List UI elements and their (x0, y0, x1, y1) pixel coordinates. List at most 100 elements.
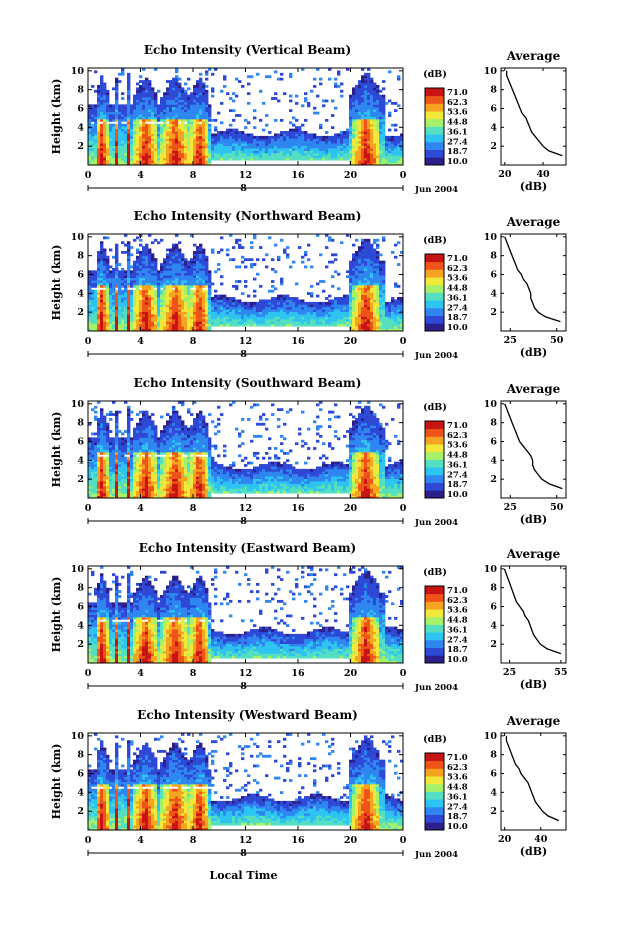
heatmap-cell (178, 101, 182, 105)
heatmap-cell (319, 135, 323, 139)
heatmap-cell (118, 104, 122, 108)
heatmap-cell (142, 101, 146, 105)
heatmap-cell (187, 299, 191, 303)
heatmap-cell (265, 114, 269, 117)
heatmap-cell (172, 77, 176, 81)
heatmap-cell (196, 131, 200, 134)
heatmap-cell (349, 294, 353, 298)
heatmap-cell (268, 140, 272, 144)
heatmap-cell (307, 150, 311, 154)
heatmap-cell (241, 306, 245, 310)
heatmap-cell (139, 111, 143, 115)
heatmap-cell (88, 143, 92, 146)
heatmap-cell (253, 157, 257, 161)
heatmap-cell (133, 316, 137, 320)
heatmap-cell (364, 82, 368, 86)
heatmap-cell (343, 143, 347, 146)
heatmap-cell (379, 297, 383, 300)
heatmap-cell (178, 270, 182, 274)
heatmap-cell (391, 301, 395, 305)
heatmap-cell (328, 306, 332, 310)
heatmap-cell (385, 155, 389, 159)
heatmap-cell (169, 299, 173, 303)
heatmap-cell (280, 135, 284, 139)
heatmap-cell (100, 246, 104, 249)
heatmap-cell (163, 277, 167, 281)
heatmap-cell (106, 316, 110, 320)
heatmap-cell (292, 311, 296, 315)
heatmap-cell (358, 82, 362, 86)
heatmap-cell (157, 318, 161, 322)
heatmap-cell (208, 135, 212, 139)
heatmap-cell (106, 321, 110, 325)
heatmap-cell (202, 82, 206, 86)
heatmap-cell (175, 111, 179, 115)
heatmap-cell (277, 99, 281, 103)
heatmap-cell (169, 140, 173, 144)
heatmap-cell (268, 309, 272, 312)
heatmap-cell (355, 123, 359, 127)
heatmap-cell (292, 128, 296, 132)
heatmap-cell (319, 82, 323, 86)
heatmap-cell (202, 321, 206, 325)
heatmap-cell (226, 135, 230, 139)
heatmap-cell (160, 126, 164, 130)
heatmap-cell (394, 150, 398, 154)
heatmap-cell (178, 111, 182, 115)
heatmap-cell (160, 316, 164, 320)
heatmap-cell (367, 263, 371, 266)
heatmap-cell (88, 135, 92, 139)
heatmap-cell (235, 150, 239, 154)
heatmap-cell (205, 314, 209, 317)
heatmap-cell (115, 258, 119, 262)
heatmap-cell (250, 157, 254, 161)
heatmap-cell (316, 282, 320, 286)
heatmap-cell (97, 272, 101, 276)
heatmap-cell (160, 131, 164, 134)
heatmap-cell (193, 267, 197, 271)
heatmap-cell (211, 94, 215, 98)
heatmap-cell (88, 301, 92, 305)
heatmap-cell (199, 265, 203, 269)
heatmap-cell (142, 292, 146, 296)
heatmap-cell (175, 157, 179, 161)
heatmap-cell (121, 118, 125, 122)
heatmap-cell (154, 160, 158, 163)
heatmap-cell (265, 314, 269, 317)
heatmap-cell (136, 118, 140, 122)
heatmap-cell (103, 104, 107, 108)
heatmap-cell (151, 326, 155, 329)
heatmap-cell (103, 318, 107, 322)
heatmap-cell (286, 255, 290, 259)
heatmap-cell (166, 138, 170, 142)
heatmap-cell (343, 306, 347, 310)
heatmap-cell (190, 157, 194, 161)
heatmap-cell (388, 157, 392, 161)
heatmap-cell (235, 148, 239, 151)
heatmap-cell (178, 328, 182, 332)
heatmap-cell (340, 131, 344, 134)
heatmap-cell (193, 138, 197, 142)
heatmap-cell (196, 250, 200, 254)
heatmap-cell (364, 292, 368, 296)
heatmap-cell (139, 304, 143, 308)
heatmap-cell (178, 157, 182, 161)
heatmap-cell (106, 280, 110, 283)
heatmap-cell (130, 162, 134, 166)
heatmap-cell (100, 265, 104, 269)
heatmap-cell (277, 258, 281, 262)
heatmap-cell (127, 267, 131, 271)
heatmap-cell (325, 306, 329, 310)
heatmap-cell (217, 316, 221, 320)
heatmap-cell (202, 97, 206, 100)
heatmap-cell (238, 323, 242, 327)
heatmap-cell (256, 157, 260, 161)
heatmap-cell (175, 258, 179, 262)
heatmap-cell (226, 148, 230, 151)
heatmap-cell (97, 101, 101, 105)
heatmap-cell (88, 311, 92, 315)
heatmap-cell (373, 128, 377, 132)
heatmap-cell (100, 304, 104, 308)
heatmap-cell (160, 133, 164, 137)
heatmap-cell (136, 323, 140, 327)
